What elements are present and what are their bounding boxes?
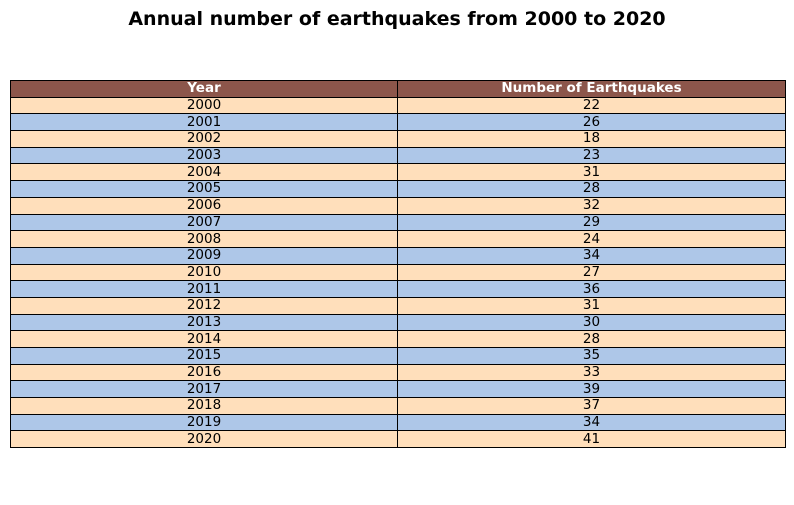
cell-year: 2002 bbox=[10, 130, 398, 148]
cell-year: 2012 bbox=[10, 296, 398, 315]
cell-year: 2019 bbox=[10, 413, 398, 432]
cell-year: 2016 bbox=[10, 363, 398, 382]
cell-count: 27 bbox=[397, 263, 786, 282]
cell-count: 31 bbox=[397, 163, 786, 182]
cell-count: 28 bbox=[397, 180, 786, 198]
cell-year: 2001 bbox=[10, 113, 398, 132]
cell-year: 2015 bbox=[10, 347, 398, 365]
cell-year: 2018 bbox=[10, 397, 398, 415]
cell-year: 2003 bbox=[10, 146, 398, 165]
cell-count: 29 bbox=[397, 213, 786, 232]
cell-count: 41 bbox=[397, 430, 786, 449]
table-row: 2013 30 bbox=[10, 313, 786, 332]
cell-count: 23 bbox=[397, 146, 786, 165]
table-row: 2008 24 bbox=[10, 230, 786, 248]
cell-year: 2000 bbox=[10, 96, 398, 115]
cell-count: 28 bbox=[397, 330, 786, 348]
cell-count: 31 bbox=[397, 296, 786, 315]
table-row: 2004 31 bbox=[10, 163, 786, 182]
cell-count: 36 bbox=[397, 280, 786, 298]
cell-count: 39 bbox=[397, 380, 786, 399]
cell-year: 2007 bbox=[10, 213, 398, 232]
table-row: 2020 41 bbox=[10, 430, 786, 449]
cell-year: 2004 bbox=[10, 163, 398, 182]
table-row: 2015 35 bbox=[10, 347, 786, 365]
table-row: 2007 29 bbox=[10, 213, 786, 232]
cell-year: 2017 bbox=[10, 380, 398, 399]
cell-year: 2005 bbox=[10, 180, 398, 198]
cell-count: 35 bbox=[397, 347, 786, 365]
table-header-row: Year Number of Earthquakes bbox=[10, 80, 786, 98]
table-row: 2001 26 bbox=[10, 113, 786, 132]
cell-year: 2020 bbox=[10, 430, 398, 449]
cell-count: 34 bbox=[397, 246, 786, 265]
table-row: 2017 39 bbox=[10, 380, 786, 399]
table-body: 2000 22 2001 26 2002 18 2003 23 2004 31 2005 28 2006… bbox=[10, 96, 786, 449]
table-row: 2014 28 bbox=[10, 330, 786, 348]
column-header-count: Number of Earthquakes bbox=[397, 80, 786, 98]
cell-count: 37 bbox=[397, 397, 786, 415]
table-row: 2012 31 bbox=[10, 296, 786, 315]
table-row: 2010 27 bbox=[10, 263, 786, 282]
cell-count: 30 bbox=[397, 313, 786, 332]
table-row: 2005 28 bbox=[10, 180, 786, 198]
table-row: 2002 18 bbox=[10, 130, 786, 148]
table-row: 2003 23 bbox=[10, 146, 786, 165]
cell-year: 2009 bbox=[10, 246, 398, 265]
table-row: 2016 33 bbox=[10, 363, 786, 382]
cell-count: 22 bbox=[397, 96, 786, 115]
table-row: 2019 34 bbox=[10, 413, 786, 432]
cell-year: 2011 bbox=[10, 280, 398, 298]
cell-year: 2014 bbox=[10, 330, 398, 348]
table-row: 2009 34 bbox=[10, 246, 786, 265]
earthquake-table: Year Number of Earthquakes 2000 22 2001 26 2… bbox=[10, 80, 786, 449]
table-row: 2006 32 bbox=[10, 196, 786, 215]
cell-year: 2010 bbox=[10, 263, 398, 282]
table-row: 2000 22 bbox=[10, 96, 786, 115]
cell-count: 34 bbox=[397, 413, 786, 432]
cell-count: 24 bbox=[397, 230, 786, 248]
cell-year: 2008 bbox=[10, 230, 398, 248]
cell-count: 26 bbox=[397, 113, 786, 132]
cell-count: 18 bbox=[397, 130, 786, 148]
cell-count: 32 bbox=[397, 196, 786, 215]
cell-count: 33 bbox=[397, 363, 786, 382]
cell-year: 2006 bbox=[10, 196, 398, 215]
cell-year: 2013 bbox=[10, 313, 398, 332]
table-row: 2011 36 bbox=[10, 280, 786, 298]
table-row: 2018 37 bbox=[10, 397, 786, 415]
column-header-year: Year bbox=[10, 80, 398, 98]
chart-title: Annual number of earthquakes from 2000 t… bbox=[128, 8, 666, 30]
